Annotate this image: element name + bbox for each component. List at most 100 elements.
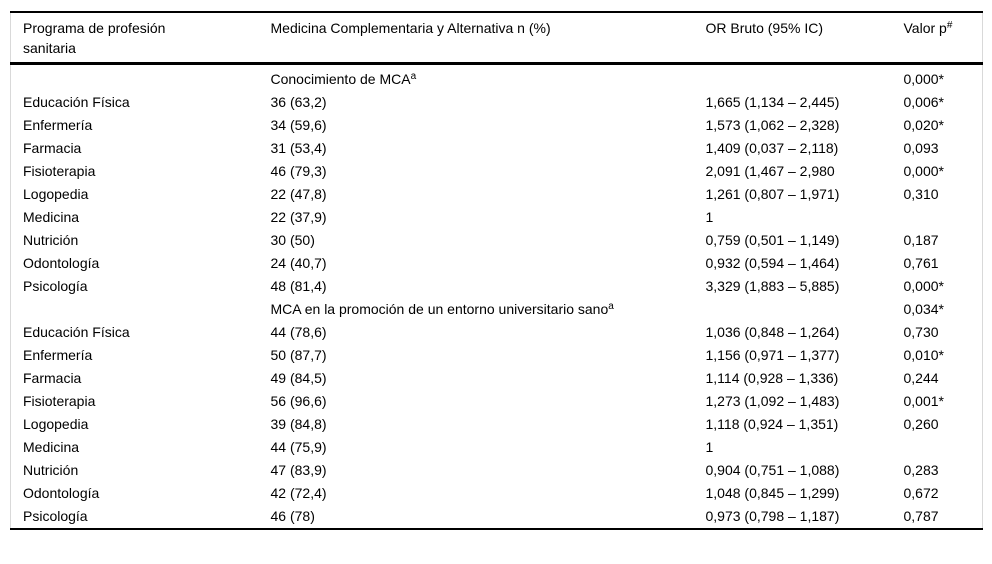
pvalue-cell: 0,761 <box>903 255 939 271</box>
n-pct-cell: 47 (83,9) <box>270 462 327 478</box>
table-row: Psicología 46 (78) 0,973 (0,798 – 1,187) 0,… <box>11 505 983 529</box>
or-cell: 1 <box>705 439 714 455</box>
n-pct-cell: 56 (96,6) <box>270 393 327 409</box>
pvalue-cell <box>904 206 983 229</box>
pvalue-cell: 0,000* <box>903 163 944 179</box>
pvalue-cell: 0,283 <box>903 462 939 478</box>
or-cell: 0,973 (0,798 – 1,187) <box>705 508 840 524</box>
or-cell: 1,665 (1,134 – 2,445) <box>705 94 840 110</box>
pvalue-cell: 0,093 <box>903 140 939 156</box>
header-row: Programa de profesión sanitaria Medicina… <box>10 12 983 65</box>
col-header-or-label: OR Bruto (95% IC) <box>705 20 823 36</box>
or-cell: 2,091 (1,467 – 2,980 <box>705 163 835 179</box>
col-header-pvalue: Valor p# <box>903 12 983 65</box>
program-cell: Fisioterapia <box>23 163 96 179</box>
or-results-table: Programa de profesión sanitaria Medicina… <box>10 11 983 530</box>
table-row: Medicina 44 (75,9) 1 <box>11 436 983 459</box>
program-cell: Enfermería <box>23 347 93 363</box>
footnote-marker-a: a <box>608 301 614 312</box>
program-cell: Odontología <box>23 485 100 501</box>
table-row: Farmacia 31 (53,4) 1,409 (0,037 – 2,118) 0,… <box>11 137 983 160</box>
col-header-pvalue-label: Valor p <box>903 20 947 36</box>
section-title-cell: MCA en la promoción de un entorno univer… <box>271 298 706 321</box>
table-row: Logopedia 39 (84,8) 1,118 (0,924 – 1,351) 0… <box>11 413 983 436</box>
or-cell: 1,409 (0,037 – 2,118) <box>705 140 839 156</box>
col-header-mca: Medicina Complementaria y Alternativa n … <box>270 12 706 65</box>
pvalue-cell: 0,730 <box>903 324 939 340</box>
section-pvalue-cell: 0,000* <box>903 71 944 87</box>
program-cell: Educación Física <box>23 94 130 110</box>
or-cell: 0,932 (0,594 – 1,464) <box>705 255 840 271</box>
n-pct-cell: 48 (81,4) <box>270 278 327 294</box>
pvalue-cell: 0,260 <box>903 416 939 432</box>
or-cell: 1,273 (1,092 – 1,483) <box>705 393 840 409</box>
pvalue-cell: 0,672 <box>903 485 939 501</box>
footnote-marker-a: a <box>410 71 417 82</box>
n-pct-cell: 34 (59,6) <box>270 117 327 133</box>
program-cell: Educación Física <box>23 324 130 340</box>
or-cell: 1,573 (1,062 – 2,328) <box>705 117 840 133</box>
col-header-program-label: Programa de profesión sanitaria <box>23 20 166 56</box>
pvalue-cell: 0,000* <box>903 278 944 294</box>
n-pct-cell: 49 (84,5) <box>270 370 327 386</box>
pvalue-cell: 0,010* <box>903 347 944 363</box>
section-title-cell: Conocimiento de MCAa <box>271 64 706 92</box>
section-title: Conocimiento de MCA <box>270 71 411 87</box>
program-cell: Farmacia <box>23 140 82 156</box>
n-pct-cell: 44 (75,9) <box>270 439 327 455</box>
or-cell: 1,261 (0,807 – 1,971) <box>705 186 840 202</box>
or-cell: 1,156 (0,971 – 1,377) <box>705 347 840 363</box>
col-header-program: Programa de profesión sanitaria <box>10 12 271 65</box>
program-cell: Enfermería <box>23 117 93 133</box>
or-cell: 1,036 (0,848 – 1,264) <box>705 324 840 340</box>
section-pvalue-cell: 0,034* <box>903 301 944 317</box>
program-cell: Medicina <box>23 209 80 225</box>
n-pct-cell: 22 (47,8) <box>270 186 327 202</box>
pvalue-cell: 0,006* <box>903 94 944 110</box>
table-row: Odontología 24 (40,7) 0,932 (0,594 – 1,464… <box>11 252 983 275</box>
pvalue-cell: 0,020* <box>903 117 944 133</box>
or-cell: 1 <box>705 209 714 225</box>
n-pct-cell: 36 (63,2) <box>270 94 327 110</box>
col-header-mca-label: Medicina Complementaria y Alternativa n … <box>270 20 551 36</box>
table-row: Nutrición 47 (83,9) 0,904 (0,751 – 1,088) 0… <box>11 459 983 482</box>
table-row: Enfermería 50 (87,7) 1,156 (0,971 – 1,377)… <box>11 344 983 367</box>
table-row: Fisioterapia 56 (96,6) 1,273 (1,092 – 1,48… <box>11 390 983 413</box>
table-row: Logopedia 22 (47,8) 1,261 (0,807 – 1,971) 0… <box>11 183 983 206</box>
n-pct-cell: 30 (50) <box>270 232 315 248</box>
pvalue-cell: 0,787 <box>903 508 939 524</box>
program-cell: Nutrición <box>23 232 79 248</box>
empty-cell <box>11 298 271 321</box>
table-row: Educación Física 44 (78,6) 1,036 (0,848 – … <box>11 321 983 344</box>
program-cell: Psicología <box>23 278 88 294</box>
table-row: Psicología 48 (81,4) 3,329 (1,883 – 5,885)… <box>11 275 983 298</box>
program-cell: Fisioterapia <box>23 393 96 409</box>
table-row: Nutrición 30 (50) 0,759 (0,501 – 1,149) 0,1… <box>11 229 983 252</box>
program-cell: Psicología <box>23 508 88 524</box>
n-pct-cell: 50 (87,7) <box>270 347 327 363</box>
table-row: Farmacia 49 (84,5) 1,114 (0,928 – 1,336) 0,… <box>11 367 983 390</box>
or-cell: 1,118 (0,924 – 1,351) <box>705 416 839 432</box>
section-header-row: MCA en la promoción de un entorno univer… <box>11 298 983 321</box>
n-pct-cell: 31 (53,4) <box>270 140 327 156</box>
program-cell: Medicina <box>23 439 80 455</box>
table-row: Medicina 22 (37,9) 1 <box>11 206 983 229</box>
pvalue-cell: 0,310 <box>903 186 939 202</box>
program-cell: Farmacia <box>23 370 82 386</box>
or-cell: 0,759 (0,501 – 1,149) <box>705 232 840 248</box>
col-header-or: OR Bruto (95% IC) <box>705 12 904 65</box>
program-cell: Nutrición <box>23 462 79 478</box>
empty-cell <box>706 298 904 321</box>
table-body: Conocimiento de MCAa 0,000* Educación Físi… <box>11 64 983 530</box>
program-cell: Logopedia <box>23 186 89 202</box>
table-header: Programa de profesión sanitaria Medicina… <box>10 12 983 65</box>
table-row: Educación Física 36 (63,2) 1,665 (1,134 – … <box>11 91 983 114</box>
program-cell: Odontología <box>23 255 100 271</box>
section-header-row: Conocimiento de MCAa 0,000* <box>11 64 983 92</box>
n-pct-cell: 44 (78,6) <box>270 324 327 340</box>
program-cell: Logopedia <box>23 416 89 432</box>
empty-cell <box>11 64 271 92</box>
section-title: MCA en la promoción de un entorno univer… <box>270 301 609 317</box>
or-cell: 3,329 (1,883 – 5,885) <box>705 278 840 294</box>
